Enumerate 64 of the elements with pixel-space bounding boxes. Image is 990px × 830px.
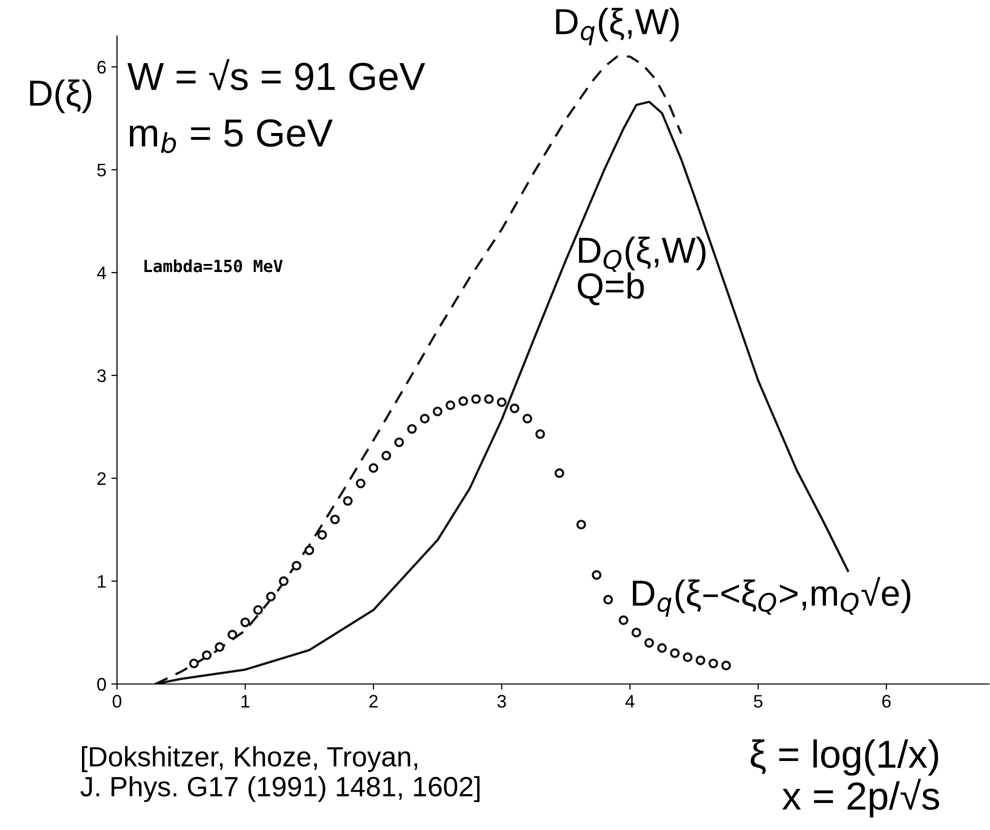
point <box>618 615 628 626</box>
point <box>682 652 693 662</box>
y-tick-label: 0 <box>97 678 106 691</box>
point <box>432 406 442 416</box>
point <box>202 650 212 660</box>
point <box>342 496 353 506</box>
point <box>292 560 302 571</box>
x-tick-label: 6 <box>882 694 891 708</box>
annotation: D$_{Q}$(ξ,W) Q=b <box>578 236 706 306</box>
point <box>368 463 378 473</box>
point <box>696 655 706 666</box>
point <box>356 478 366 488</box>
point <box>240 617 250 628</box>
point <box>214 642 224 652</box>
point <box>510 403 520 414</box>
point <box>317 530 328 540</box>
point <box>304 545 314 556</box>
y-tick-label: 2 <box>97 472 106 485</box>
x-tick-label: 3 <box>497 694 506 708</box>
x-tick-label: 2 <box>369 694 378 708</box>
point <box>576 520 586 530</box>
annotation: D$_{q}$(ξ,W) <box>556 8 679 46</box>
point <box>496 397 507 408</box>
point <box>535 429 546 439</box>
point <box>446 400 456 410</box>
point <box>278 576 289 586</box>
annotation: m$_{b}$ = 5 GeV <box>130 119 333 154</box>
point <box>189 658 199 668</box>
y-tick-label: 4 <box>96 266 106 280</box>
x-tick-label: 0 <box>112 694 122 708</box>
x-tick-label: 1 <box>242 695 250 708</box>
x-tick-label: 4 <box>625 695 634 708</box>
point <box>708 658 718 668</box>
y-tick-label: 5 <box>97 164 106 176</box>
y-tick-label: 1 <box>98 575 106 588</box>
annotation: D$_{q}$(ξ–<ξ$_{Q}$>,m$_{Q}$√e) <box>632 577 910 617</box>
point <box>592 570 602 580</box>
point <box>471 394 481 404</box>
text: [Dokshitzer, Khoze, Troyan, J. Phys. G17 (1991) 1481, 1602] <box>80 746 480 802</box>
point <box>420 414 430 424</box>
point <box>407 424 417 434</box>
y-tick-label: 6 <box>97 60 106 74</box>
point <box>381 450 392 461</box>
point <box>253 605 263 615</box>
point <box>458 396 468 406</box>
y-tick-label: 3 <box>97 369 106 382</box>
y-axis-title: D(ξ) <box>30 79 92 114</box>
point <box>670 648 680 658</box>
point <box>554 468 564 478</box>
point <box>266 592 276 602</box>
x-axis-title: ξ = log(1/x) x = 2p/√s <box>750 739 940 818</box>
point <box>522 414 532 424</box>
point <box>644 638 654 648</box>
point <box>603 594 613 605</box>
point <box>657 643 667 653</box>
point <box>228 630 238 640</box>
x-tick-label: 5 <box>754 695 762 708</box>
annotation: W = √s = 91 GeV <box>127 59 426 90</box>
point <box>632 628 642 638</box>
point <box>484 394 494 404</box>
point <box>394 437 404 448</box>
point <box>721 660 731 670</box>
annotation: Lambda=150 MeV <box>144 259 283 272</box>
point <box>330 514 340 524</box>
